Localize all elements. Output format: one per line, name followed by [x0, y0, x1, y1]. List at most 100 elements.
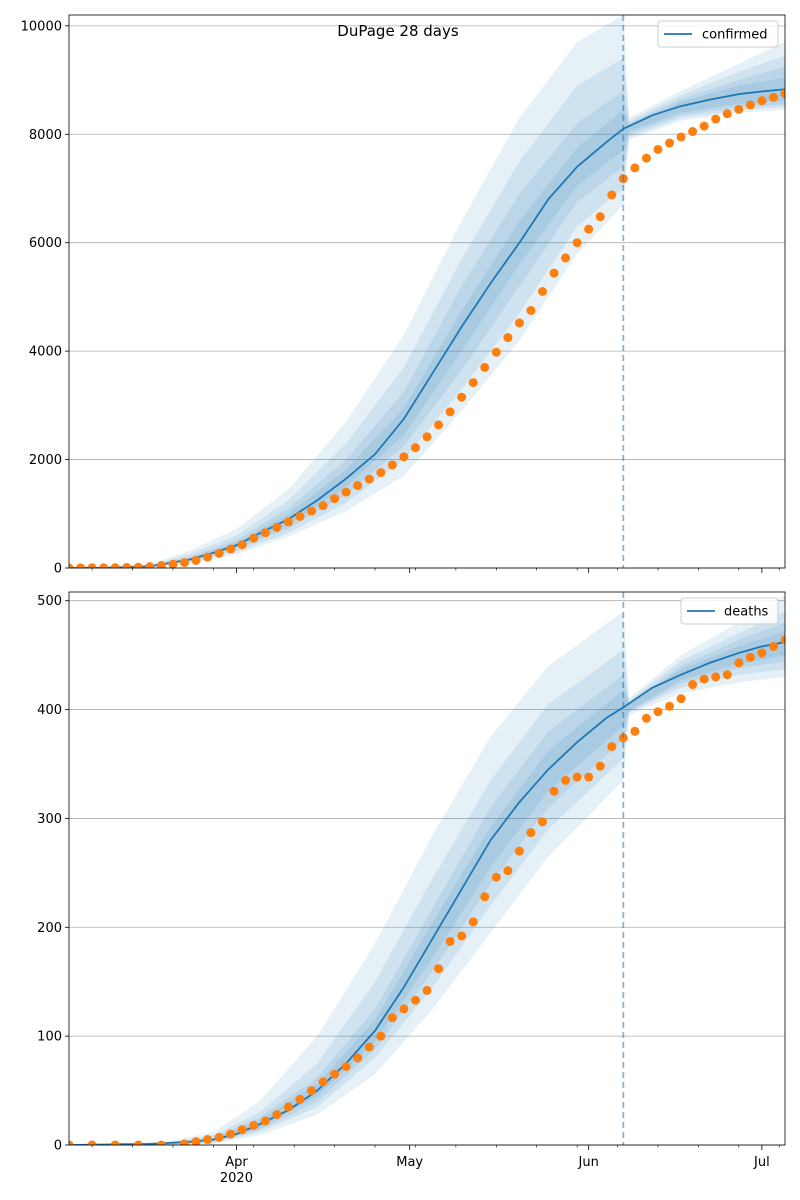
deaths-observed-point	[260, 1116, 270, 1126]
deaths-observed-point	[376, 1031, 386, 1041]
confirmed-observed-point	[457, 392, 467, 402]
confirmed-observed-point	[122, 562, 132, 568]
confirmed-observed-point	[584, 224, 594, 234]
confirmed-observed-point	[318, 501, 328, 511]
deaths-observed-point	[434, 964, 444, 974]
deaths-median-line	[69, 641, 785, 1145]
deaths-x-tick-label: May	[396, 1155, 423, 1170]
confirmed-y-tick-label: 0	[54, 562, 62, 577]
confirmed-legend-label: confirmed	[702, 28, 768, 43]
deaths-observed-point	[757, 648, 767, 658]
deaths-observed-point	[653, 707, 663, 717]
deaths-y-tick-label: 200	[37, 921, 62, 936]
confirmed-observed-point	[387, 460, 397, 470]
deaths-observed-point	[387, 1013, 397, 1023]
confirmed-observed-point	[330, 494, 340, 504]
deaths-y-axis: 0 100 200 300 400 500	[37, 594, 69, 1154]
confirmed-observed-point	[145, 562, 155, 568]
deaths-observed-point	[399, 1004, 409, 1014]
confirmed-observed-point	[272, 522, 282, 532]
deaths-observed-point	[688, 680, 698, 690]
deaths-y-tick-label: 300	[37, 812, 62, 827]
deaths-observed-point	[249, 1120, 259, 1130]
confirmed-observed-point	[87, 563, 97, 568]
deaths-observed-point	[665, 701, 675, 711]
deaths-observed-point	[584, 772, 594, 782]
confirmed-observed-point	[768, 92, 778, 102]
confirmed-observed-point	[249, 533, 259, 543]
chart-confirmed: 0 2000 4000 6000 8000 10000 DuPage 28 days co…	[21, 14, 786, 577]
deaths-observed-point	[780, 635, 785, 645]
deaths-observed-point	[283, 1102, 293, 1112]
confirmed-y-tick-label: 4000	[29, 345, 62, 360]
confirmed-observed-point	[353, 481, 363, 491]
confirmed-observed-point	[283, 517, 293, 527]
confirmed-y-tick-label: 8000	[29, 128, 62, 143]
confirmed-observed-point	[745, 100, 755, 110]
deaths-observed-point	[537, 817, 547, 827]
confirmed-observed-point	[341, 487, 351, 497]
confirmed-observed-points	[69, 89, 785, 568]
confirmed-observed-point	[295, 512, 305, 521]
confirmed-observed-point	[399, 452, 409, 462]
deaths-observed-point	[722, 670, 732, 680]
deaths-band-1	[69, 595, 785, 1145]
deaths-observed-point	[330, 1069, 340, 1079]
confirmed-observed-point	[69, 563, 74, 568]
deaths-axes-frame	[68, 591, 786, 1146]
confirmed-observed-point	[226, 544, 236, 554]
deaths-legend-label: deaths	[724, 605, 769, 620]
confirmed-observed-point	[526, 305, 536, 315]
confirmed-observed-point	[722, 109, 732, 119]
deaths-x-tick-label: Jun	[578, 1155, 599, 1170]
deaths-observed-point	[110, 1140, 120, 1145]
confirmed-observed-point	[468, 378, 478, 388]
deaths-observed-point	[133, 1140, 143, 1145]
confirmed-observed-point	[688, 127, 698, 137]
deaths-observed-point	[491, 872, 501, 882]
confirmed-observed-point	[711, 114, 721, 124]
deaths-observed-point	[607, 742, 617, 752]
deaths-observed-point	[445, 936, 455, 946]
confirmed-legend-box	[657, 20, 779, 48]
confirmed-observed-point	[99, 563, 109, 568]
confirmed-observed-point	[179, 558, 189, 568]
deaths-observed-point	[214, 1132, 224, 1142]
deaths-observed-point	[410, 995, 420, 1005]
confirmed-observed-point	[514, 318, 524, 328]
confirmed-y-tick-label: 10000	[21, 19, 62, 34]
deaths-observed-point	[514, 846, 524, 856]
confirmed-observed-point	[214, 548, 224, 558]
deaths-observed-point	[341, 1062, 351, 1072]
deaths-observed-point	[179, 1139, 189, 1145]
deaths-observed-point	[526, 828, 536, 838]
deaths-observed-point	[156, 1140, 166, 1145]
deaths-observed-point	[226, 1129, 236, 1139]
deaths-observed-point	[69, 1140, 74, 1145]
confirmed-observed-point	[607, 190, 617, 200]
confirmed-observed-point	[630, 163, 640, 173]
confirmed-observed-point	[757, 96, 767, 106]
confirmed-observed-point	[491, 347, 501, 357]
deaths-observed-point	[699, 674, 709, 684]
confirmed-observed-point	[156, 561, 166, 568]
confirmed-observed-point	[203, 552, 213, 562]
confirmed-observed-point	[376, 468, 386, 478]
deaths-observed-point	[768, 641, 778, 651]
deaths-observed-point	[630, 726, 640, 736]
confirmed-observed-point	[191, 555, 201, 565]
deaths-observed-point	[295, 1094, 305, 1104]
deaths-observed-point	[307, 1086, 317, 1096]
confirmed-observed-point	[641, 153, 651, 163]
confirmed-observed-point	[537, 287, 547, 296]
confirmed-y-axis: 0 2000 4000 6000 8000 10000	[21, 19, 69, 577]
deaths-observed-point	[711, 672, 721, 682]
confirmed-observed-point	[780, 89, 785, 99]
confirmed-uncertainty-bands	[69, 15, 785, 568]
confirmed-observed-point	[364, 474, 374, 484]
deaths-y-tick-label: 0	[54, 1139, 62, 1154]
deaths-observed-point	[87, 1140, 97, 1145]
confirmed-observed-point	[422, 432, 432, 442]
deaths-median-path	[69, 641, 785, 1145]
